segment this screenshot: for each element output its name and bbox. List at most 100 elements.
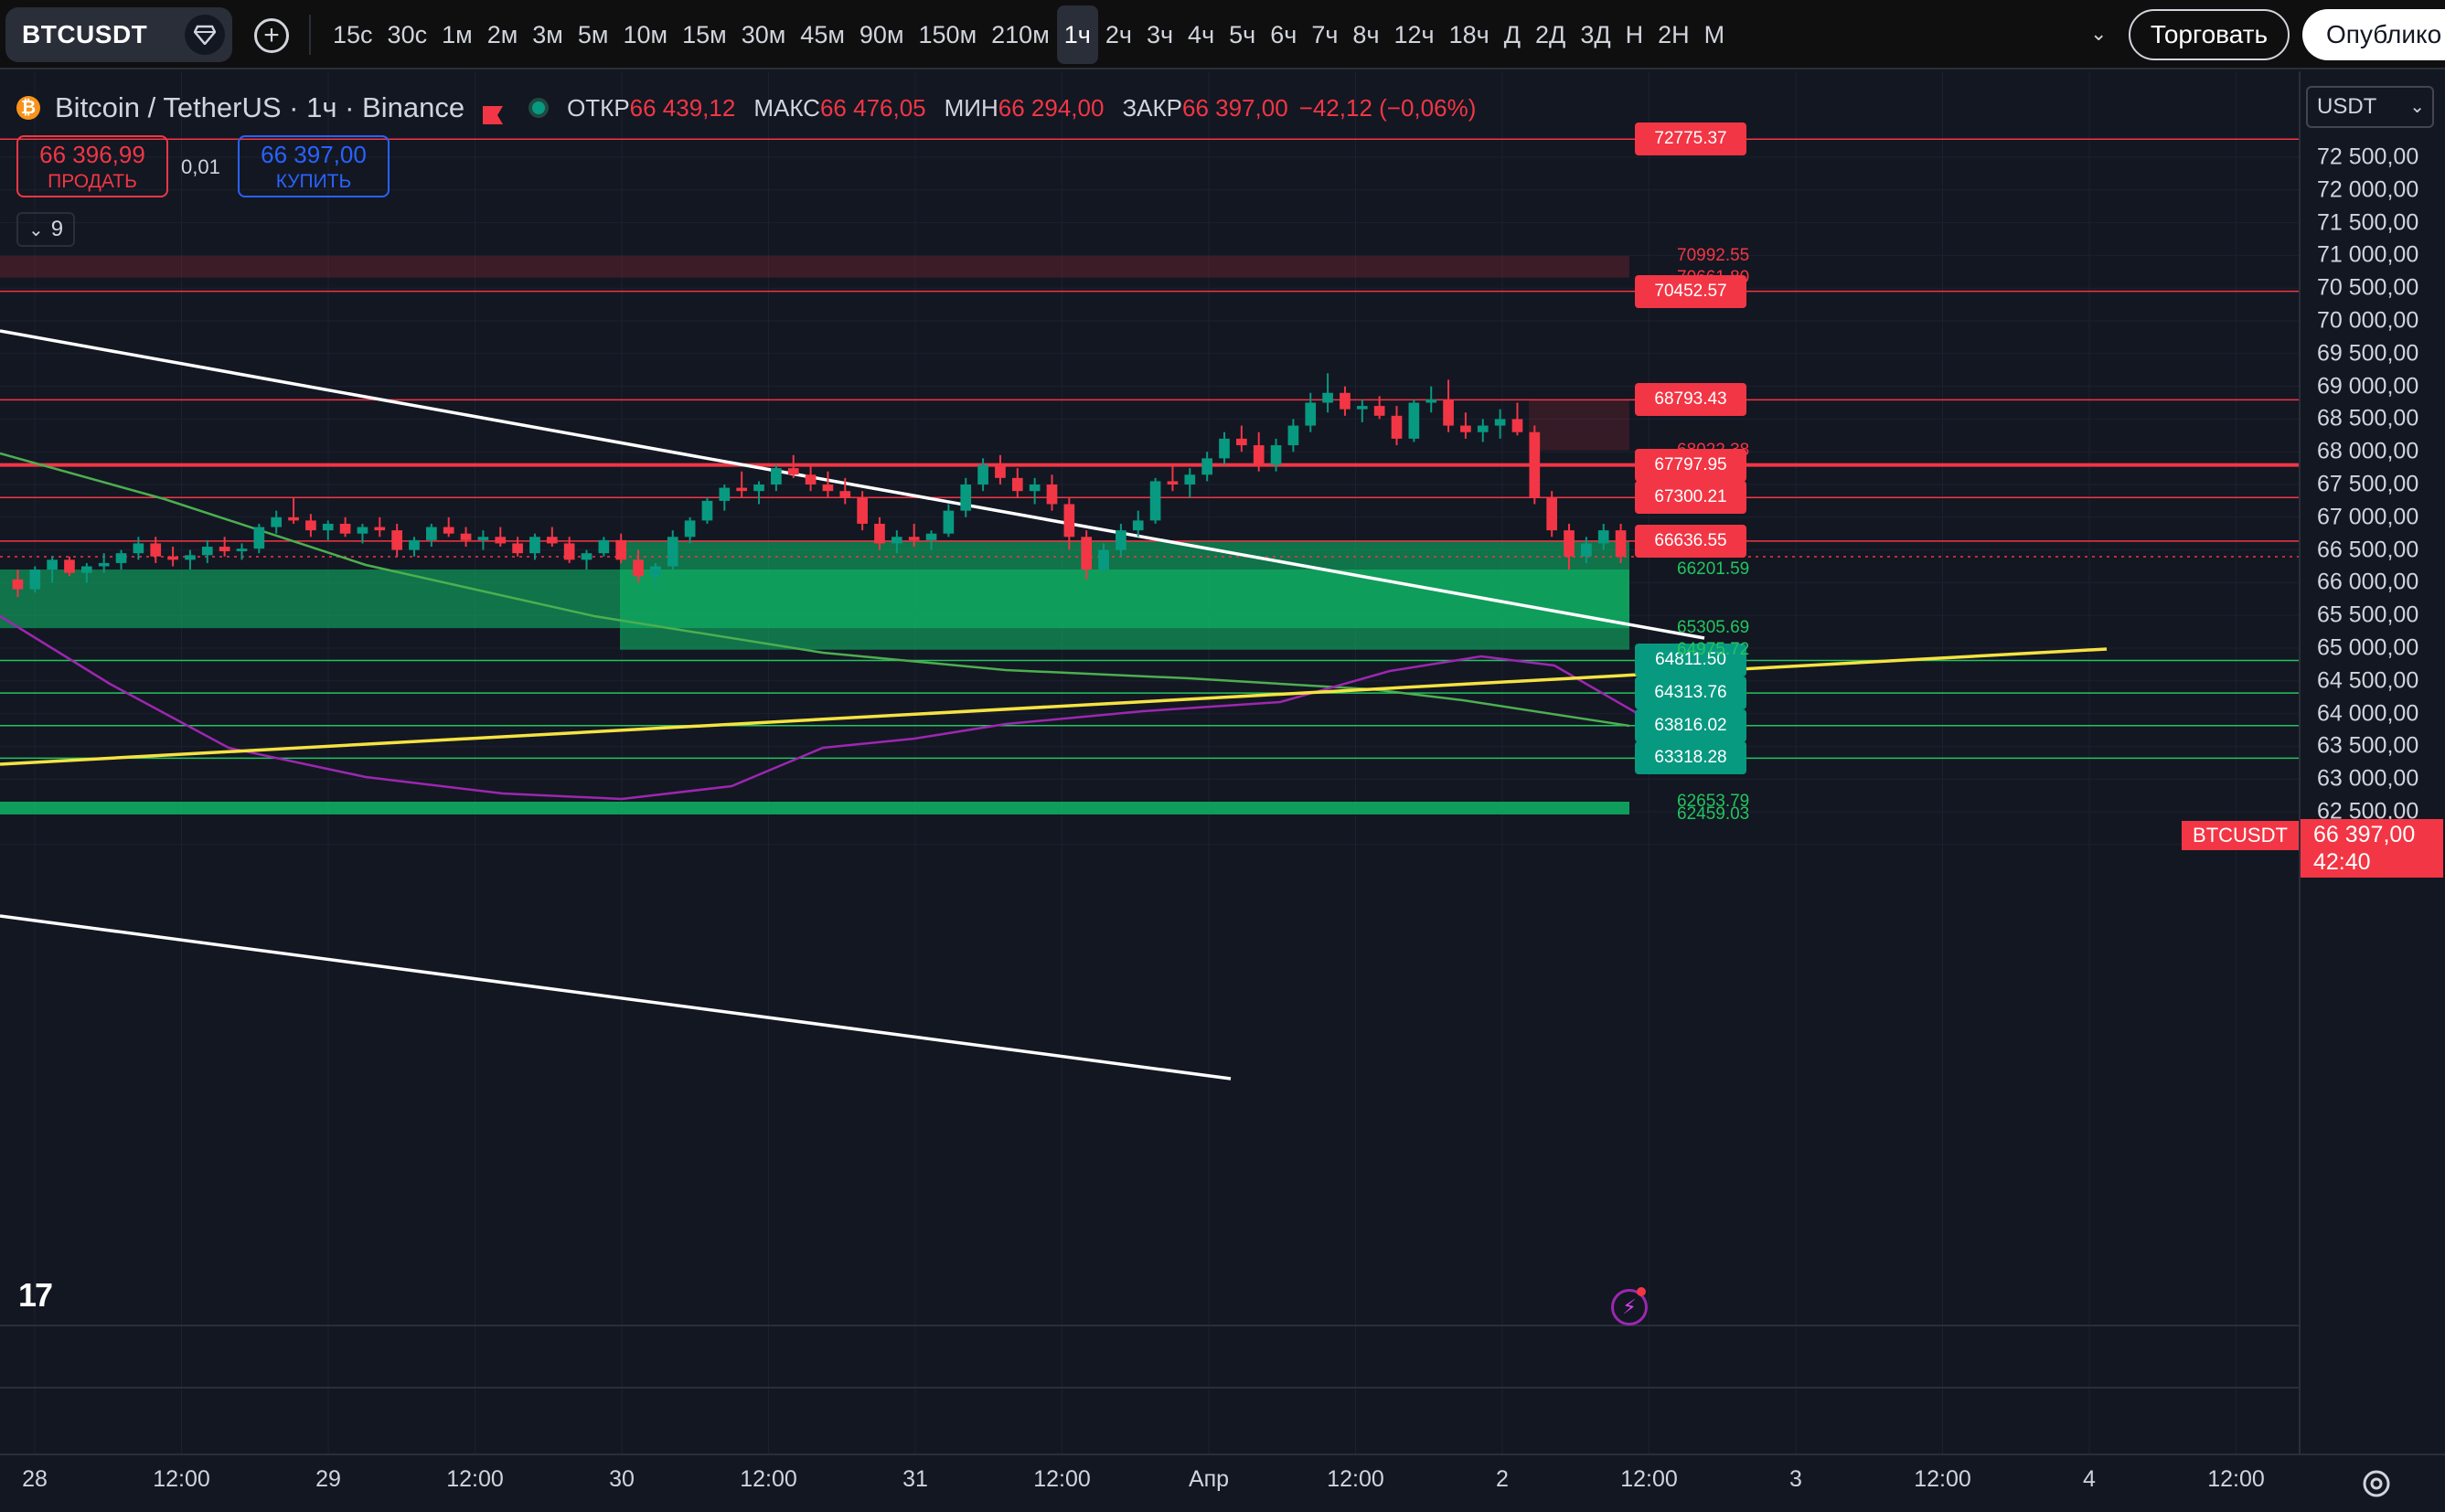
time-tick: 31 <box>902 1466 928 1492</box>
chevron-down-icon: ⌄ <box>2409 97 2425 117</box>
compare-add-icon[interactable]: + <box>254 18 289 53</box>
buy-label: КУПИТЬ <box>275 171 352 192</box>
price-tick: 70 500,00 <box>2317 274 2419 301</box>
level-price-tag[interactable]: 63318.28 <box>1635 741 1746 775</box>
level-price-text: 70661.80 <box>1677 267 1750 287</box>
legend-title[interactable]: Bitcoin / TetherUS · 1ч · Binance <box>55 91 465 123</box>
level-price-tag[interactable]: 68793.43 <box>1635 383 1746 417</box>
open-value: 66 439,12 <box>629 93 736 122</box>
candle-body <box>167 556 178 560</box>
ohlc-open: ОТКР66 439,12 <box>567 94 735 122</box>
level-price-tag[interactable]: 70452.57 <box>1635 274 1746 308</box>
interval-8[interactable]: 15м <box>682 21 727 48</box>
candle-body <box>271 516 283 527</box>
candle-body <box>322 523 334 531</box>
interval-17[interactable]: 4ч <box>1188 21 1215 48</box>
interval-1[interactable]: 15с <box>333 21 373 48</box>
publish-button[interactable]: Опублико <box>2302 9 2445 60</box>
candle-body <box>1615 530 1627 557</box>
tradingview-logo-icon[interactable]: 17 <box>18 1276 53 1314</box>
interval-26[interactable]: 3Д <box>1580 21 1611 48</box>
chevron-down-icon[interactable]: ⌄ <box>2090 22 2108 45</box>
support-zone <box>0 569 620 629</box>
candle-body <box>805 474 817 484</box>
interval-11[interactable]: 90м <box>859 21 904 48</box>
interval-20[interactable]: 7ч <box>1311 21 1339 48</box>
symbol-search-button[interactable]: BTCUSDT <box>5 7 232 62</box>
candle-body <box>546 537 558 544</box>
interval-25[interactable]: 2Д <box>1535 21 1566 48</box>
candle-body <box>1460 425 1471 432</box>
level-price-tag[interactable]: 63816.02 <box>1635 708 1746 742</box>
candle-body <box>115 553 127 563</box>
interval-4[interactable]: 2м <box>486 21 518 48</box>
time-tick: 12:00 <box>446 1466 504 1492</box>
candle-body <box>29 570 41 590</box>
interval-9[interactable]: 30м <box>741 21 786 48</box>
interval-16[interactable]: 3ч <box>1146 21 1174 48</box>
interval-22[interactable]: 12ч <box>1393 21 1435 48</box>
price-chart[interactable] <box>0 71 2299 1453</box>
settings-icon[interactable] <box>2359 1466 2394 1501</box>
interval-7[interactable]: 10м <box>623 21 668 48</box>
support-zone <box>0 801 1629 815</box>
level-price-tag[interactable]: 64313.76 <box>1635 676 1746 710</box>
level-price-tag[interactable]: 67300.21 <box>1635 481 1746 515</box>
candle-body <box>650 566 661 577</box>
interval-3[interactable]: 1м <box>442 21 473 48</box>
candle-body <box>426 527 437 540</box>
level-price-tag[interactable]: 67797.95 <box>1635 448 1746 482</box>
interval-13[interactable]: 210м <box>991 21 1050 48</box>
interval-12[interactable]: 150м <box>918 21 977 48</box>
diamond-icon[interactable] <box>185 15 225 55</box>
support-zone-core <box>620 569 1629 629</box>
interval-29[interactable]: М <box>1703 21 1725 48</box>
market-status-icon[interactable] <box>529 98 550 118</box>
interval-23[interactable]: 18ч <box>1448 21 1489 48</box>
interval-19[interactable]: 6ч <box>1270 21 1297 48</box>
interval-27[interactable]: Н <box>1625 21 1644 48</box>
lightning-icon[interactable]: ⚡ <box>1611 1289 1648 1326</box>
candle-body <box>598 539 610 554</box>
candle-body <box>495 537 507 544</box>
interval-10[interactable]: 45м <box>800 21 845 48</box>
flag-icon[interactable] <box>483 99 504 124</box>
candle-body <box>1219 438 1230 459</box>
interval-2[interactable]: 30с <box>387 21 428 48</box>
level-price-text: 64975.72 <box>1677 639 1750 659</box>
level-price-tag[interactable]: 66636.55 <box>1635 524 1746 558</box>
indicators-toggle-button[interactable]: ⌄ 9 <box>16 212 75 247</box>
time-tick: 12:00 <box>740 1466 797 1492</box>
candle-body <box>736 487 748 492</box>
price-tick: 71 000,00 <box>2317 241 2419 268</box>
candle-body <box>1184 474 1196 484</box>
time-tick: 4 <box>2083 1466 2096 1492</box>
currency-select[interactable]: USDT ⌄ <box>2306 86 2434 128</box>
trade-button[interactable]: Торговать <box>2129 9 2290 60</box>
time-scale[interactable]: 28 12:00 29 12:00 30 12:00 31 12:00 Апр 12:00 2 12:… <box>0 1453 2445 1512</box>
candle-body <box>857 497 868 524</box>
interval-6[interactable]: 5м <box>577 21 609 48</box>
high-value: 66 476,05 <box>819 93 926 122</box>
open-label: ОТКР <box>567 93 630 122</box>
buy-button[interactable]: 66 397,00 КУПИТЬ <box>238 135 390 197</box>
descending-trendline-upper <box>0 329 1705 640</box>
low-label: МИН <box>944 93 998 122</box>
interval-24[interactable]: Д <box>1503 21 1521 48</box>
interval-15[interactable]: 2ч <box>1105 21 1132 48</box>
interval-21[interactable]: 8ч <box>1352 21 1380 48</box>
moving-average-green <box>0 452 1630 728</box>
price-scale[interactable]: 72 500,00 72 000,00 71 500,00 71 000,00 70 5… <box>2299 71 2445 1453</box>
candle-body <box>185 555 196 560</box>
interval-5[interactable]: 3м <box>532 21 563 48</box>
level-price-tag[interactable]: 64811.50 <box>1635 644 1746 677</box>
ohlc-low: МИН66 294,00 <box>945 94 1105 122</box>
bitcoin-logo-icon: ₿ <box>16 96 40 120</box>
interval-18[interactable]: 5ч <box>1229 21 1256 48</box>
interval-14[interactable]: 1ч <box>1056 5 1098 64</box>
interval-28[interactable]: 2Н <box>1658 21 1690 48</box>
level-price-tag[interactable]: 72775.37 <box>1635 122 1746 156</box>
sell-button[interactable]: 66 396,99 ПРОДАТЬ <box>16 135 168 197</box>
candle-body <box>201 547 213 556</box>
candle-body <box>581 553 593 560</box>
